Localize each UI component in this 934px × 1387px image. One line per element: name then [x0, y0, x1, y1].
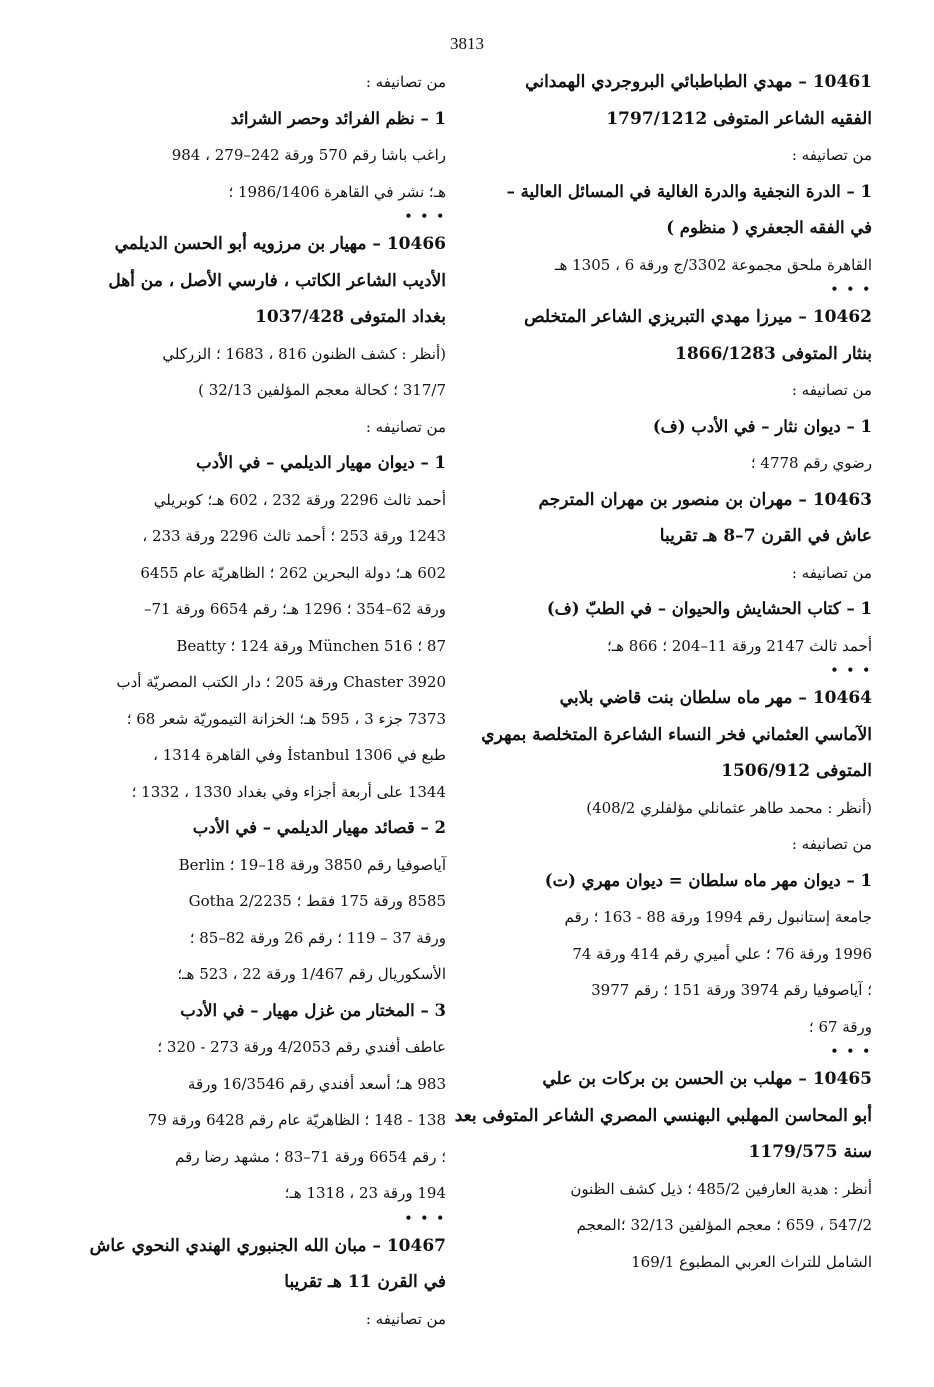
line-text: 1996 ورقة 76 ؛ علي أميري رقم 414 ورقة 74	[572, 944, 872, 963]
line-heading: سنة 1179/575	[748, 1142, 872, 1162]
line-text: 194 ورقة 23 ، 1318 هـ؛	[284, 1184, 446, 1202]
line-heading: بنثار المتوفى 1866/1283	[675, 343, 872, 364]
line-text: (أنظر : محمد طاهر عثمانلي مؤلفلري 408/2)	[586, 798, 872, 817]
line-label: من تصانيفه :	[791, 563, 872, 582]
line-text: 1243 ورقة 253 ؛ أحمد ثالث 2296 ورقة 233 …	[142, 527, 446, 545]
line-text: 87 ؛ München 516 ورقة 124 ؛ Beatty	[176, 636, 446, 655]
left-column: من تصانيفه : 1 – نظم الفرائد وحصر الشرائد…	[78, 64, 446, 1337]
line-text: 602 هـ؛ دولة البحرين 262 ؛ الظاهريّة عام…	[140, 563, 446, 582]
line-heading: المتوفى 1506/912	[721, 761, 872, 781]
line-heading: أبو المحاسن المهلبي البهنسي المصري الشاع…	[454, 1105, 872, 1126]
line-separator: • • •	[830, 1044, 872, 1058]
line-work: في الفقه الجعفري ( منظوم )	[666, 218, 872, 237]
line-text: الأسكوريال رقم 1/467 ورقة 22 ، 523 هـ؛	[177, 965, 446, 983]
line-work: 1 – نظم الفرائد وحصر الشرائد	[230, 108, 446, 128]
line-text: 138 - 148 ؛ الظاهريّة عام رقم 6428 ورقة …	[147, 1111, 446, 1129]
line-work: 1 – كتاب الحشايش والحيوان – في الطبّ (ف)	[546, 599, 872, 618]
line-text: ؛ رقم 6654 ورقة 71–83 ؛ مشهد رضا رقم	[175, 1147, 446, 1166]
line-heading: عاش في القرن 7–8 هـ تقريبا	[659, 526, 872, 546]
line-text: 7373 جزء 3 ، 595 هـ؛ الخزانة التيموريّة …	[126, 709, 446, 728]
page-number: 3813	[450, 34, 484, 53]
line-work: 2 – قصائد مهيار الديلمي – في الأدب	[192, 818, 446, 837]
line-text: هـ؛ نشر في القاهرة 1986/1406 ؛	[228, 182, 446, 201]
line-heading: الفقيه الشاعر المتوفى 1797/1212	[606, 108, 872, 129]
line-text: القاهرة ملحق مجموعة 3302/ج ورقة 6 ، 1305…	[555, 255, 872, 274]
line-text: رضوي رقم 4778 ؛	[750, 454, 872, 472]
right-column: 10461 – مهدي الطباطبائي البروجردي الهمدا…	[454, 64, 872, 1280]
line-heading: 10467 – مبان الله الجنبوري الهندي النحوي…	[89, 1235, 446, 1256]
line-text: أحمد ثالث 2147 ورقة 11–204 ؛ 866 هـ؛	[606, 636, 872, 655]
line-heading: في القرن 11 هـ تقريبا	[284, 1272, 446, 1292]
line-text: 317/7 ؛ كحالة معجم المؤلفين 32/13 )	[198, 381, 446, 399]
line-text: 8585 ورقة 175 فقط ؛ Gotha 2/2235	[188, 892, 446, 910]
line-heading: 10461 – مهدي الطباطبائي البروجردي الهمدا…	[525, 72, 872, 92]
line-label: من تصانيفه :	[791, 835, 872, 853]
line-text: أحمد ثالث 2296 ورقة 232 ، 602 هـ؛ كوبريل…	[153, 490, 446, 509]
line-text: أنظر : هدية العارفين 485/2 ؛ ذيل كشف الظ…	[570, 1179, 872, 1198]
line-heading: الآماسي العثماني فخر النساء الشاعرة المت…	[481, 724, 872, 745]
line-text: جامعة إستانبول رقم 1994 ورقة 88 - 163 ؛ …	[564, 908, 872, 926]
line-text: الشامل للتراث العربي المطبوع 169/1	[631, 1252, 872, 1271]
line-heading: 10465 – مهلب بن الحسن بن بركات بن علي	[542, 1069, 872, 1089]
line-work: 1 – الدرة النجفية والدرة الغالية في المس…	[506, 181, 872, 201]
line-text: ورقة 62–354 ؛ 1296 هـ؛ رقم 6654 ورقة 71–	[143, 600, 446, 618]
line-label: من تصانيفه :	[365, 73, 446, 91]
line-separator: • • •	[830, 663, 872, 677]
line-text: ؛ آياصوفيا رقم 3974 ورقة 151 ؛ رقم 3977	[591, 981, 872, 999]
line-heading: الأديب الشاعر الكاتب ، فارسي الأصل ، من …	[108, 270, 446, 291]
line-heading: بغداد المتوفى 1037/428	[255, 307, 446, 327]
line-label: من تصانيفه :	[791, 381, 872, 399]
line-text: ورقة 37 – 119 ؛ رقم 26 ورقة 82–85 ؛	[189, 928, 446, 947]
line-text: 1344 على أربعة أجزاء وفي بغداد 1330 ، 13…	[131, 782, 446, 801]
line-text: Chaster 3920 ورقة 205 ؛ دار الكتب المصري…	[116, 673, 446, 691]
line-heading: 10462 – ميرزا مهدي التبريزي الشاعر المتخ…	[524, 307, 872, 327]
line-work: 1 – ديوان مهر ماه سلطان = ديوان مهري (ت)	[544, 870, 872, 890]
line-text: آياصوفيا رقم 3850 ورقة 18–19 ؛ Berlin	[178, 855, 446, 874]
line-heading: 10463 – مهران بن منصور بن مهران المترجم	[538, 489, 872, 510]
line-work: 3 – المختار من غزل مهيار – في الأدب	[180, 1000, 446, 1020]
line-text: راغب باشا رقم 570 ورقة 242–279 ، 984	[171, 146, 446, 164]
line-separator: • • •	[404, 209, 446, 223]
line-label: من تصانيفه :	[791, 146, 872, 164]
line-label: من تصانيفه :	[365, 417, 446, 436]
line-label: من تصانيفه :	[365, 1309, 446, 1328]
line-text: طبع في İstanbul 1306 وفي القاهرة 1314 ،	[153, 746, 446, 764]
line-work: 1 – ديوان مهيار الديلمي – في الأدب	[196, 453, 446, 472]
line-text: 983 هـ؛ أسعد أفندي رقم 16/3546 ورقة	[187, 1074, 446, 1093]
line-separator: • • •	[404, 1210, 446, 1225]
line-text: 547/2 ، 659 ؛ معجم المؤلفين 32/13 ؛المعج…	[576, 1216, 872, 1234]
line-work: 1 – ديوان نثار – في الأدب (ف)	[652, 416, 872, 436]
line-heading: 10466 – مهيار بن مرزويه أبو الحسن الديلم…	[114, 234, 446, 254]
line-heading: 10464 – مهر ماه سلطان بنت قاضي بلابي	[559, 688, 872, 708]
line-text: (أنظر : كشف الظنون 816 ، 1683 ؛ الزركلي	[162, 344, 446, 363]
line-separator: • • •	[830, 282, 872, 296]
line-text: ورقة 67 ؛	[808, 1017, 872, 1036]
line-text: عاطف أفندي رقم 4/2053 ورقة 273 - 320 ؛	[157, 1038, 446, 1056]
